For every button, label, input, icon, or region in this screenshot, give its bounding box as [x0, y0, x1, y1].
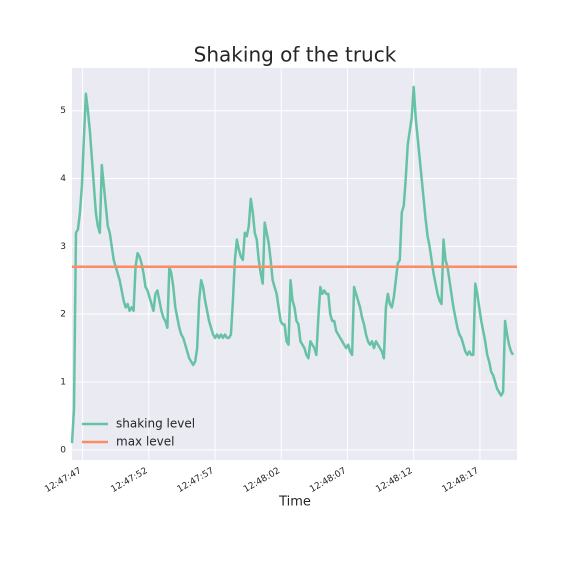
y-tick-label: 5: [60, 106, 66, 116]
x-tick-label: 12:47:52: [110, 466, 150, 495]
grid: [72, 68, 517, 460]
x-tick-label: 12:48:02: [242, 466, 282, 495]
legend-label: shaking level: [116, 417, 195, 431]
x-tick-label: 12:48:12: [374, 466, 414, 495]
y-tick-label: 4: [60, 174, 66, 184]
y-tick-label: 0: [60, 445, 66, 455]
y-tick-label: 2: [60, 310, 66, 320]
x-tick-label: 12:48:17: [441, 466, 481, 495]
data-line: [70, 85, 515, 444]
y-tick-label: 1: [60, 378, 66, 388]
chart-title: Shaking of the truck: [194, 43, 397, 67]
y-tick-label: 3: [60, 242, 66, 252]
x-tick-label: 12:48:07: [308, 466, 348, 495]
legend: shaking level max level: [82, 417, 195, 449]
x-tick-label: 12:47:57: [176, 466, 216, 495]
legend-label: max level: [116, 435, 175, 449]
plot-area: [72, 68, 517, 460]
x-axis-label: Time: [278, 495, 311, 510]
marks: [70, 85, 517, 444]
x-tick-label: 12:47:47: [43, 466, 83, 495]
